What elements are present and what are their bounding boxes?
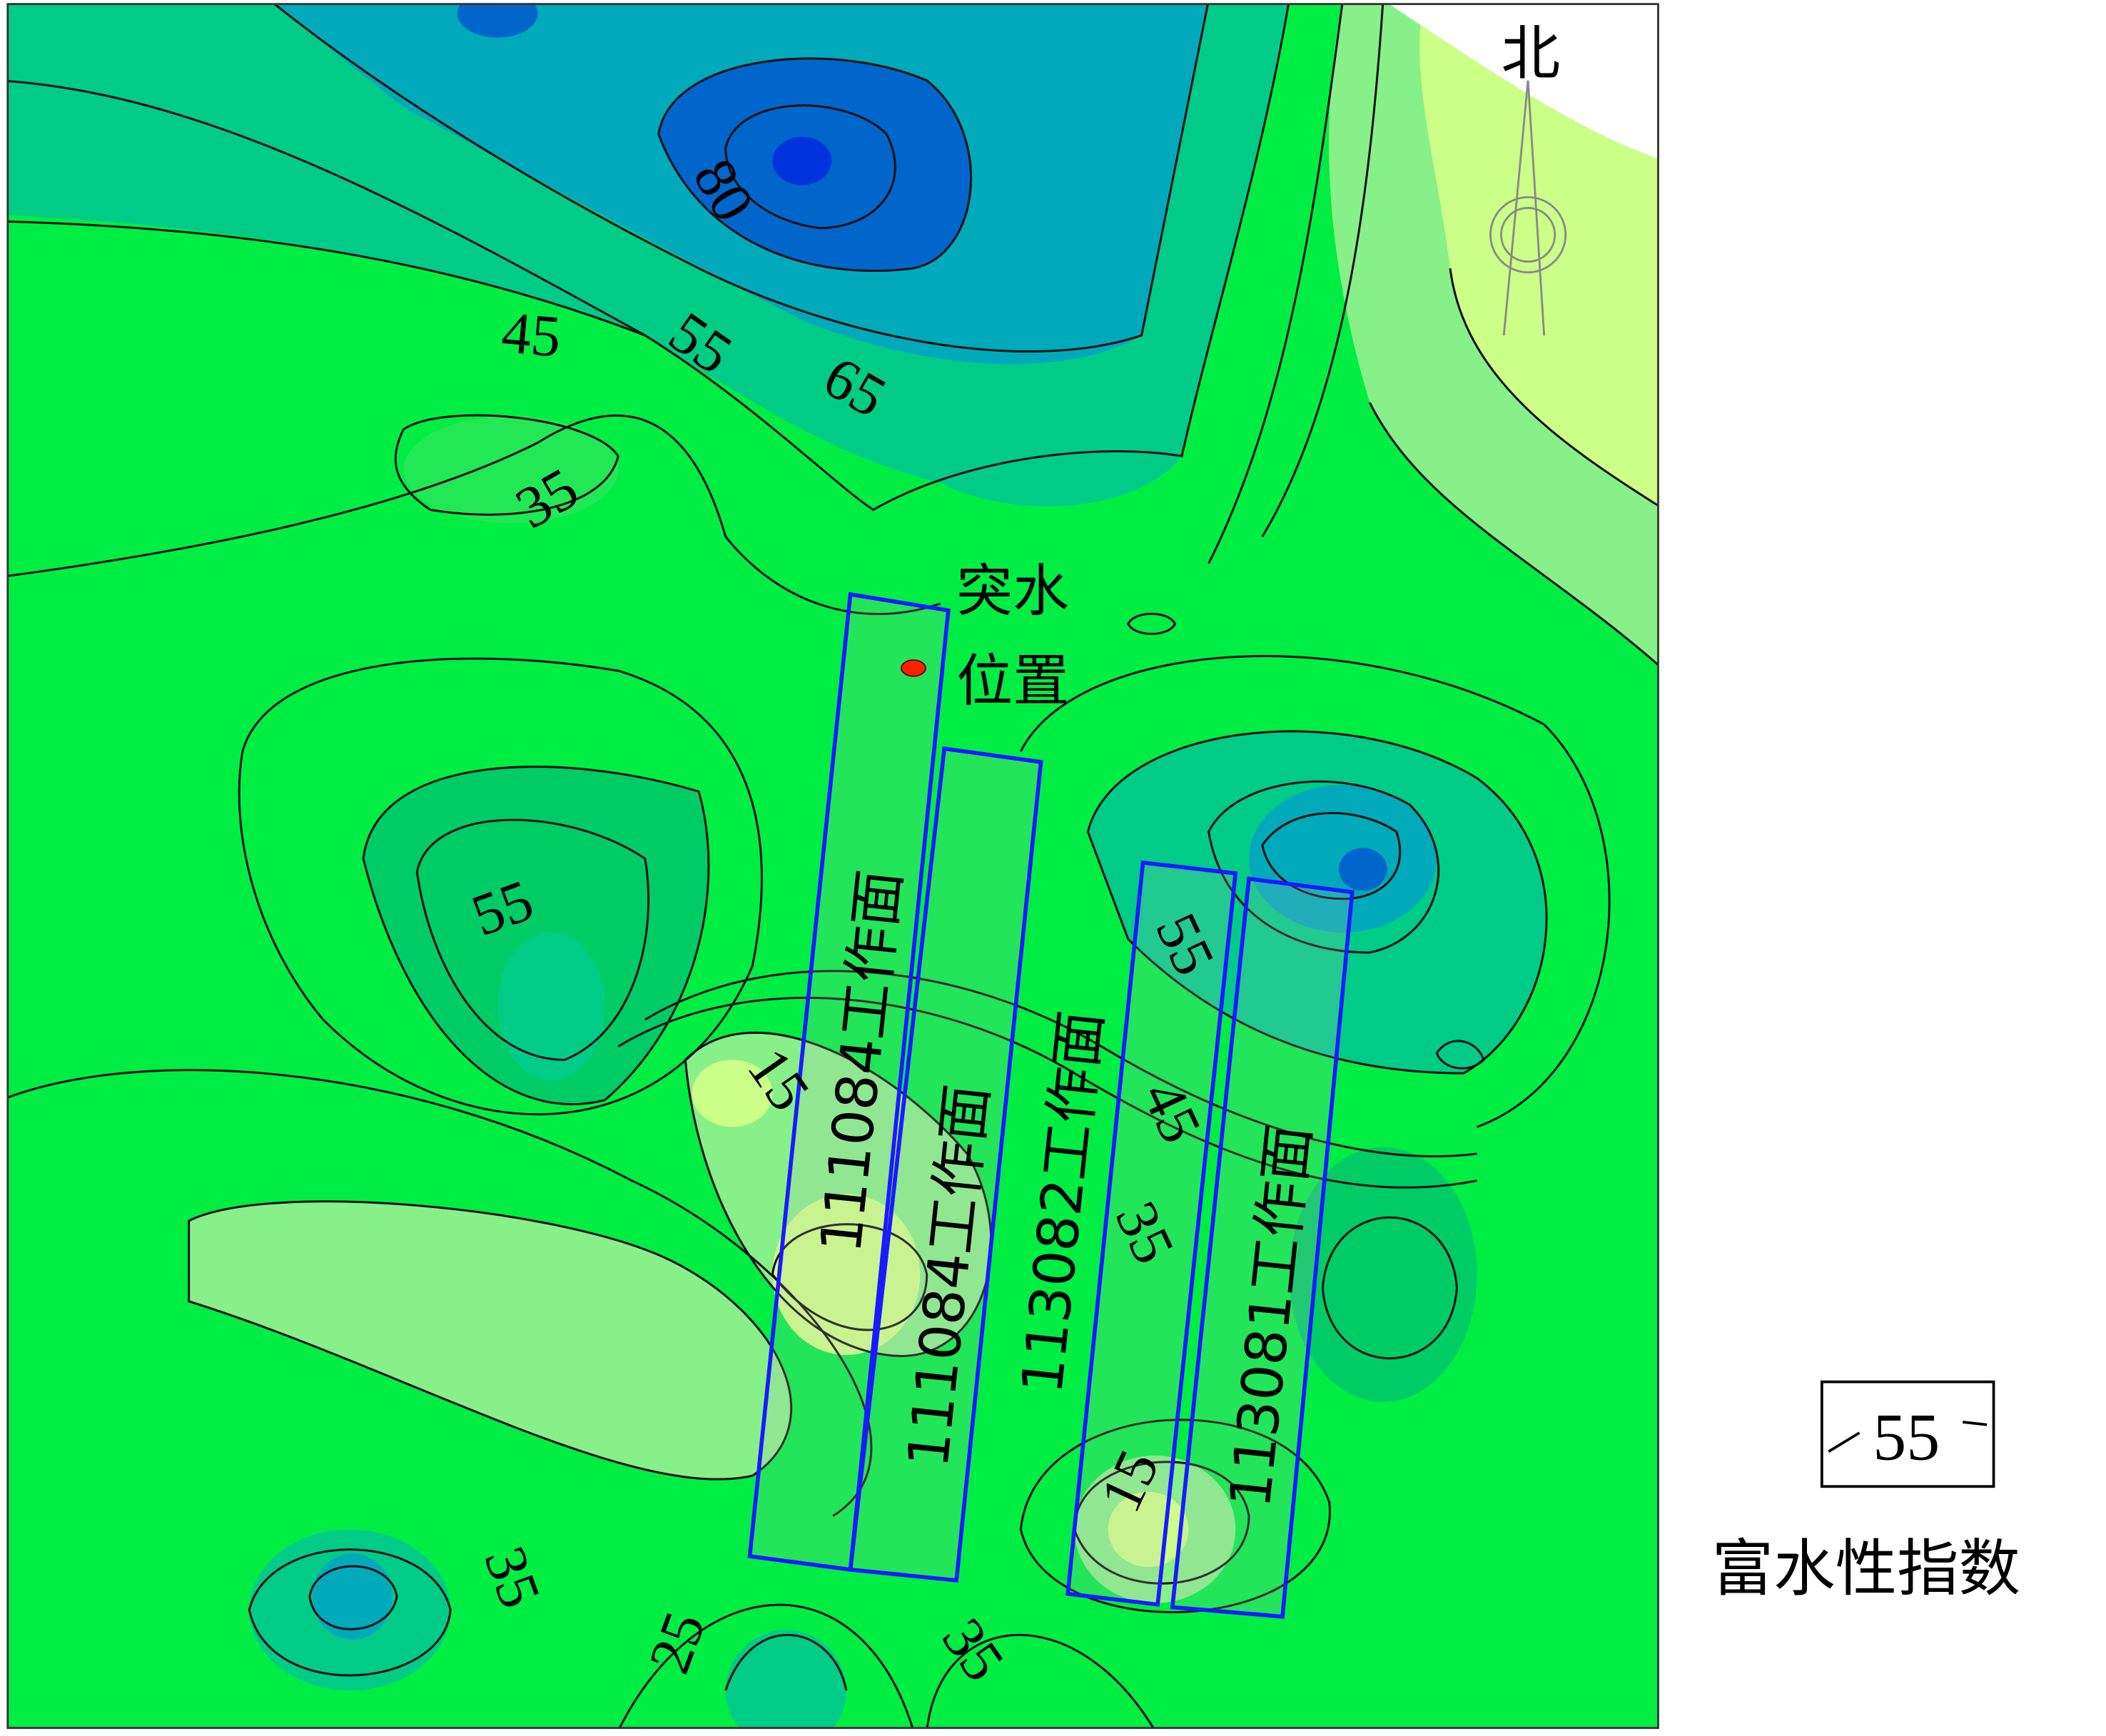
map-area: 突水 位置 111084工作面 111084工作面 113082工作面 1130… bbox=[7, 4, 1659, 1728]
legend-contour-line-left bbox=[1828, 1431, 1861, 1453]
workface-113081[interactable] bbox=[1170, 876, 1355, 1619]
inrush-label-line2: 位置 bbox=[956, 648, 1069, 714]
zone-blank-corner bbox=[1389, 4, 1659, 159]
map-frame bbox=[6, 3, 1659, 1730]
workface-111084-b[interactable] bbox=[848, 746, 1043, 1583]
zone-cyan-sw bbox=[312, 1553, 393, 1640]
legend-title: 富水性指数 bbox=[1712, 1533, 2020, 1605]
legend: 55 富水性指数 bbox=[1712, 1380, 2020, 1605]
zone-teal-s bbox=[725, 1630, 846, 1728]
inrush-label-line1: 突水 bbox=[956, 558, 1069, 624]
zone-blue-top bbox=[457, 4, 538, 38]
zone-teal-west-core bbox=[497, 932, 605, 1080]
contour-lines bbox=[7, 4, 1659, 1728]
legend-box bbox=[1820, 1380, 1995, 1488]
zone-35-north bbox=[403, 415, 619, 524]
legend-contour-line-right bbox=[1963, 1421, 1988, 1426]
north-arrow-icon bbox=[1489, 80, 1567, 336]
legend-sample-value: 55 bbox=[1873, 1401, 1940, 1475]
zone-teal-se bbox=[1289, 1147, 1477, 1402]
zone-low-15 bbox=[692, 1060, 773, 1127]
zone-light-green-sw bbox=[188, 1201, 791, 1480]
contour-label: 45 bbox=[499, 299, 563, 370]
zone-blue-east bbox=[1338, 848, 1387, 891]
north-label: 北 bbox=[1501, 19, 1560, 88]
zone-deep-blue-north bbox=[772, 136, 832, 186]
water-inrush-point-marker[interactable] bbox=[901, 659, 926, 677]
workface-113082[interactable] bbox=[1065, 860, 1238, 1607]
